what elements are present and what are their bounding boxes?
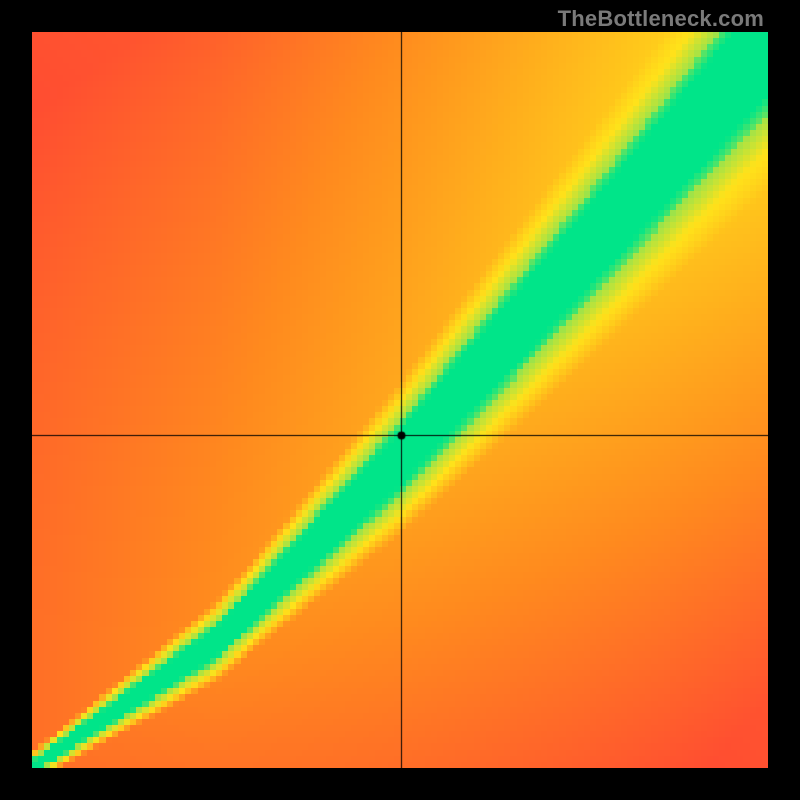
watermark-text: TheBottleneck.com xyxy=(558,6,764,32)
crosshair-overlay xyxy=(32,32,768,768)
chart-container: TheBottleneck.com xyxy=(0,0,800,800)
